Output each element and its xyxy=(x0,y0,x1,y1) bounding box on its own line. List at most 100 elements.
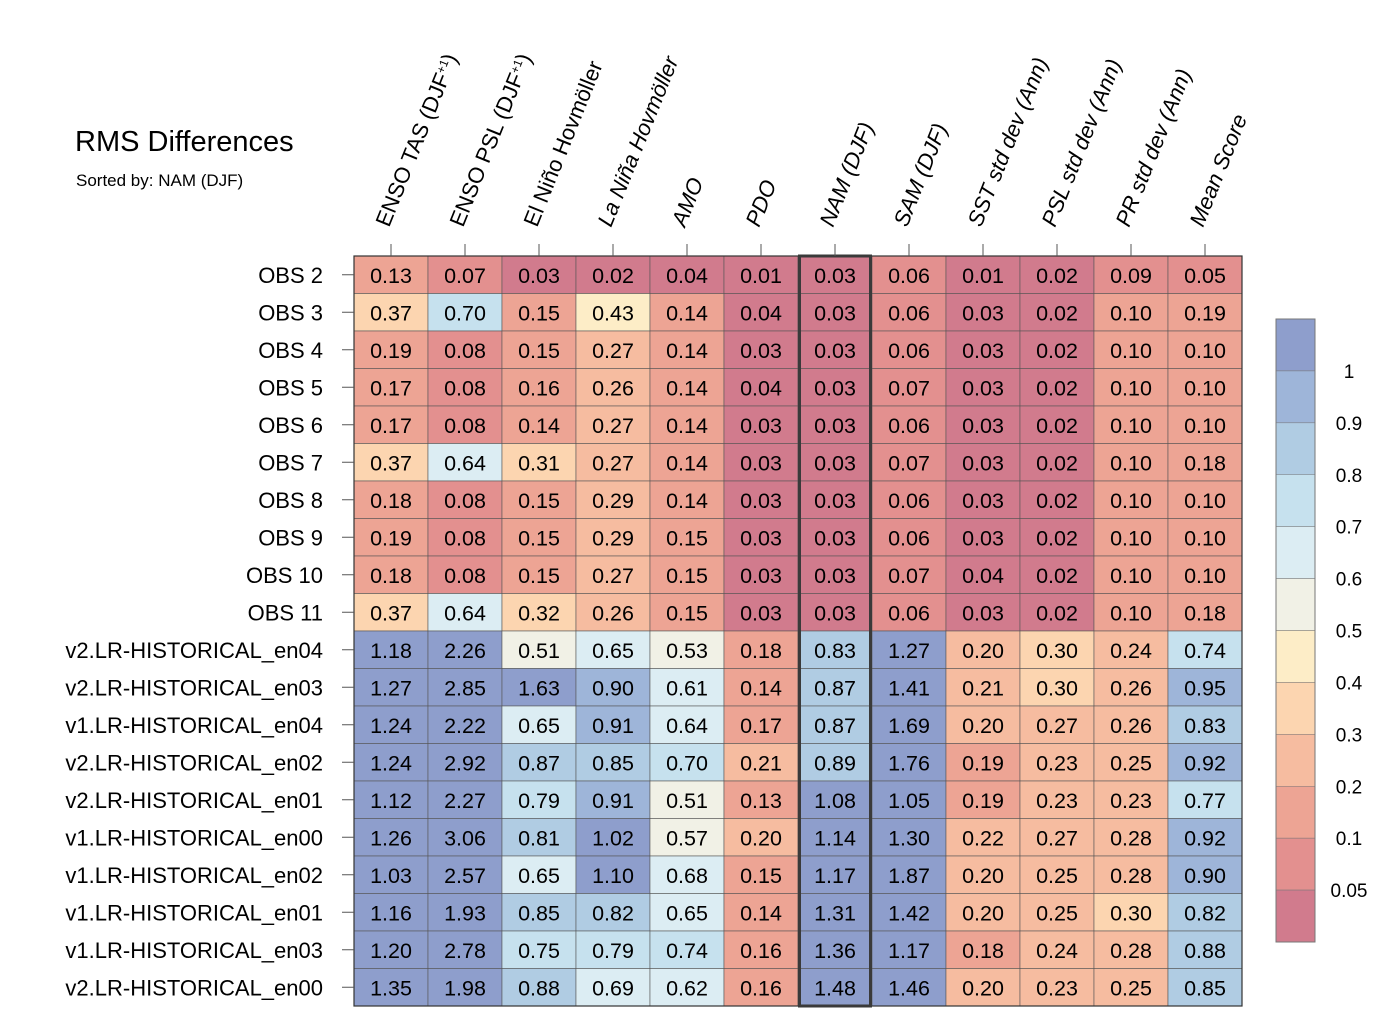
cell-label: 0.06 xyxy=(888,414,930,438)
cell-label: 1.03 xyxy=(370,864,412,888)
cell-label: 0.25 xyxy=(1110,751,1152,775)
cell-label: 0.20 xyxy=(962,864,1004,888)
row-label: v2.LR-HISTORICAL_en03 xyxy=(65,675,323,700)
heatmap-cell xyxy=(353,593,429,632)
heatmap-cell xyxy=(649,855,725,894)
cell-label: 0.04 xyxy=(666,264,708,288)
heatmap-cell xyxy=(575,443,651,482)
heatmap-cell xyxy=(1167,780,1243,819)
colorbar-segment xyxy=(1275,370,1316,424)
cell-label: 0.03 xyxy=(962,414,1004,438)
cell-label: 0.10 xyxy=(1184,489,1226,513)
colorbar-label: 0.1 xyxy=(1336,829,1362,850)
heatmap-cell xyxy=(945,743,1021,782)
heatmap-cell xyxy=(501,930,577,969)
row-label: OBS 7 xyxy=(258,450,323,475)
cell-label: 0.19 xyxy=(370,339,412,363)
cell-label: 0.95 xyxy=(1184,676,1226,700)
colorbar-label: 0.8 xyxy=(1336,466,1362,487)
cell-label: 0.29 xyxy=(592,526,634,550)
column-label: ENSO TAS (DJF+1) xyxy=(370,50,462,230)
heatmap-cell xyxy=(353,930,429,969)
cell-label: 0.65 xyxy=(518,714,560,738)
heatmap-cell xyxy=(649,968,725,1007)
heatmap-cell xyxy=(501,293,577,332)
cell-label: 0.07 xyxy=(444,264,486,288)
cell-label: 0.14 xyxy=(666,376,708,400)
cell-label: 0.37 xyxy=(370,601,412,625)
heatmap-cell xyxy=(1167,818,1243,857)
cell-label: 1.17 xyxy=(888,939,930,963)
cell-label: 0.14 xyxy=(666,414,708,438)
cell-label: 0.25 xyxy=(1110,976,1152,1000)
cell-label: 0.88 xyxy=(1184,939,1226,963)
cell-label: 1.36 xyxy=(814,939,856,963)
cell-label: 0.03 xyxy=(962,601,1004,625)
colorbar-label: 0.7 xyxy=(1336,518,1362,539)
heatmap-cell xyxy=(501,630,577,669)
cell-label: 0.92 xyxy=(1184,751,1226,775)
colorbar-segment xyxy=(1275,474,1316,527)
cell-label: 0.19 xyxy=(962,789,1004,813)
cell-label: 1.98 xyxy=(444,976,486,1000)
cell-label: 0.91 xyxy=(592,714,634,738)
heatmap-cell xyxy=(797,743,873,782)
heatmap-cell xyxy=(575,555,651,594)
cell-label: 0.02 xyxy=(1036,414,1078,438)
heatmap-cell xyxy=(1019,330,1095,369)
column-label: El Niño Hovmöller xyxy=(518,57,607,230)
cell-label: 1.30 xyxy=(888,826,930,850)
cell-label: 1.27 xyxy=(370,676,412,700)
heatmap-cell xyxy=(797,255,873,294)
heatmap-cell xyxy=(1019,255,1095,294)
row-label: v2.LR-HISTORICAL_en00 xyxy=(65,975,323,1000)
cell-label: 0.31 xyxy=(518,451,560,475)
row-label: OBS 10 xyxy=(246,563,323,588)
heatmap-cell xyxy=(353,255,429,294)
cell-label: 0.18 xyxy=(370,564,412,588)
heatmap-cell xyxy=(649,780,725,819)
colorbar-label: 0.9 xyxy=(1336,414,1362,435)
heatmap-cell xyxy=(1093,968,1169,1007)
heatmap-cell xyxy=(501,780,577,819)
heatmap-cell xyxy=(723,593,799,632)
cell-label: 1.87 xyxy=(888,864,930,888)
heatmap-cell xyxy=(945,930,1021,969)
heatmap-cell xyxy=(575,743,651,782)
cell-label: 0.15 xyxy=(666,564,708,588)
cell-label: 0.53 xyxy=(666,639,708,663)
heatmap-cell xyxy=(723,630,799,669)
heatmap-cell xyxy=(353,518,429,557)
heatmap-cell xyxy=(1093,705,1169,744)
heatmap-cell xyxy=(945,255,1021,294)
cell-label: 0.65 xyxy=(518,864,560,888)
cell-label: 0.03 xyxy=(962,376,1004,400)
heatmap-cell xyxy=(871,893,947,932)
cell-label: 1.14 xyxy=(814,826,856,850)
cell-label: 0.09 xyxy=(1110,264,1152,288)
colorbar-segment xyxy=(1275,318,1316,372)
cell-label: 0.30 xyxy=(1110,901,1152,925)
row-label: v2.LR-HISTORICAL_en04 xyxy=(65,638,323,663)
cell-label: 1.42 xyxy=(888,901,930,925)
heatmap-cell xyxy=(1019,405,1095,444)
cell-label: 0.15 xyxy=(666,526,708,550)
cell-label: 1.24 xyxy=(370,714,412,738)
heatmap-cell xyxy=(945,893,1021,932)
heatmap-cell xyxy=(575,930,651,969)
cell-label: 0.20 xyxy=(740,826,782,850)
cell-label: 0.04 xyxy=(962,564,1004,588)
cell-label: 0.14 xyxy=(666,489,708,513)
heatmap-cell xyxy=(945,968,1021,1007)
cell-label: 0.17 xyxy=(370,376,412,400)
heatmap-cell xyxy=(649,518,725,557)
cell-label: 0.90 xyxy=(1184,864,1226,888)
cell-label: 0.77 xyxy=(1184,789,1226,813)
colorbar-segment xyxy=(1275,837,1316,891)
cell-label: 1.63 xyxy=(518,676,560,700)
cell-label: 1.12 xyxy=(370,789,412,813)
cell-label: 0.87 xyxy=(814,676,856,700)
column-label: SST std dev (Ann) xyxy=(962,54,1053,230)
cell-label: 1.16 xyxy=(370,901,412,925)
cell-label: 0.03 xyxy=(518,264,560,288)
